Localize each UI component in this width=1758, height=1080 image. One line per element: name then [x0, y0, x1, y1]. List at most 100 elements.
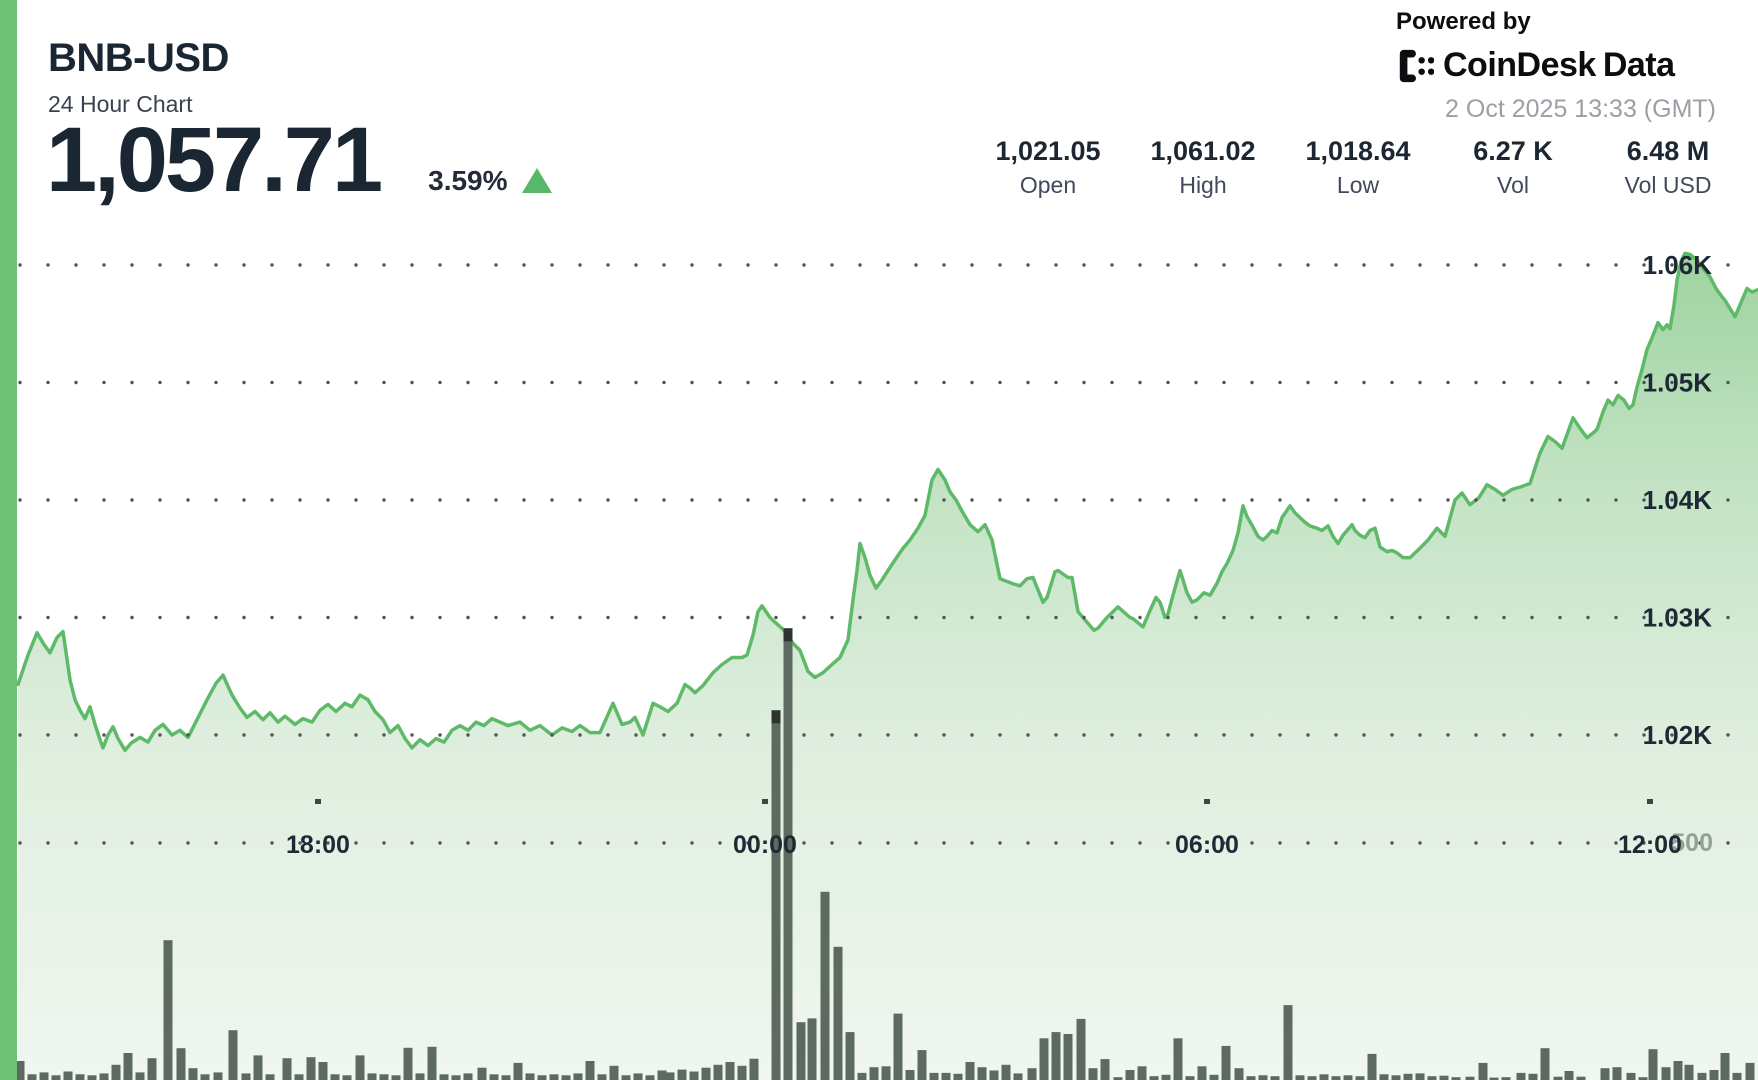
- volume-bar: [701, 1067, 711, 1080]
- gridline-dot: [1166, 263, 1170, 267]
- gridline-dot: [1726, 498, 1730, 502]
- gridline-dot: [1026, 498, 1030, 502]
- gridline-dot: [1446, 615, 1450, 620]
- volume-bar: [989, 1070, 999, 1080]
- gridline-dot: [522, 380, 526, 385]
- volume-bar: [330, 1074, 340, 1080]
- gridline-dot: [438, 498, 442, 502]
- gridline-dot: [1614, 498, 1618, 502]
- gridline-dot: [1418, 263, 1422, 267]
- gridline-dot: [1110, 380, 1114, 385]
- gridline-dot: [1474, 263, 1478, 267]
- gridline-dot: [1670, 615, 1674, 620]
- page-title: BNB-USD: [48, 36, 229, 80]
- gridline-dot: [690, 841, 694, 845]
- gridline-dot: [606, 498, 610, 502]
- gridline-dot: [1558, 380, 1562, 385]
- volume-bar: [783, 628, 793, 1080]
- gridline-dot: [858, 733, 862, 737]
- gridline-dot: [494, 380, 498, 385]
- volume-bar: [796, 1022, 806, 1080]
- gridline-dot: [1586, 733, 1590, 737]
- gridline-dot: [438, 380, 442, 385]
- gridline-dot: [1390, 733, 1394, 737]
- gridline-dot: [1306, 498, 1310, 502]
- gridline-dot: [1418, 380, 1422, 385]
- gridline-dot: [662, 615, 666, 620]
- gridline-dot: [1054, 498, 1058, 502]
- gridline-dot: [410, 615, 414, 620]
- gridline-dot: [74, 498, 78, 502]
- volume-bar: [1246, 1076, 1256, 1080]
- gridline-dot: [830, 841, 834, 845]
- gridline-dot: [354, 380, 358, 385]
- gridline-dot: [214, 733, 218, 737]
- gridline-dot: [1586, 380, 1590, 385]
- gridline-dot: [494, 733, 498, 737]
- gridline-dot: [802, 733, 806, 737]
- gridline-dot: [382, 841, 386, 845]
- gridline-dot: [830, 733, 834, 737]
- gridline-dot: [858, 615, 862, 620]
- gridline-dot: [1474, 733, 1478, 737]
- gridline-dot: [242, 841, 246, 845]
- gridline-dot: [886, 380, 890, 385]
- gridline-dot: [438, 263, 442, 267]
- volume-bar: [282, 1058, 292, 1080]
- gridline-dot: [1698, 733, 1702, 737]
- volume-bar: [1258, 1075, 1268, 1080]
- gridline-dot: [718, 263, 722, 267]
- gridline-dot: [354, 498, 358, 502]
- gridline-dot: [1054, 263, 1058, 267]
- volume-bar: [833, 946, 843, 1080]
- x-tick-mark: [762, 799, 768, 804]
- left-accent-bar: [0, 0, 17, 1080]
- gridline-dot: [18, 615, 22, 620]
- gridline-dot: [970, 263, 974, 267]
- coindesk-mark-icon: [1399, 49, 1434, 82]
- gridline-dot: [158, 615, 162, 620]
- volume-bar: [1039, 1038, 1049, 1080]
- gridline-dot: [102, 733, 106, 737]
- gridline-dot: [522, 733, 526, 737]
- price-line: [16, 251, 1758, 753]
- gridline-dot: [886, 263, 890, 267]
- volume-bar: [1197, 1066, 1207, 1080]
- gridline-dot: [1362, 498, 1366, 502]
- volume-bar: [537, 1075, 547, 1080]
- gridline-dot: [74, 380, 78, 385]
- gridline-dot: [1306, 615, 1310, 620]
- stats-row: 1,021.05 Open 1,061.02 High 1,018.64 Low…: [0, 136, 1758, 206]
- volume-bar: [111, 1064, 121, 1080]
- gridline-dot: [382, 263, 386, 267]
- volume-bar: [1673, 1061, 1683, 1080]
- gridline-dot: [1194, 841, 1198, 845]
- gridline-dot: [382, 615, 386, 620]
- volume-bar: [451, 1075, 461, 1080]
- gridline-dot: [1390, 615, 1394, 620]
- volume-bar: [1626, 1072, 1636, 1080]
- volume-bar: [135, 1072, 145, 1080]
- volume-bar: [737, 1065, 747, 1080]
- gridline-dot: [942, 263, 946, 267]
- gridline-dot: [1474, 380, 1478, 385]
- gridline-dot: [1054, 841, 1058, 845]
- volume-bar: [1528, 1073, 1538, 1080]
- gridline-dot: [1082, 615, 1086, 620]
- gridline-dot: [914, 263, 918, 267]
- gridline-dot: [1054, 733, 1058, 737]
- volume-bar: [1013, 1073, 1023, 1080]
- gridline-dot: [774, 263, 778, 267]
- gridline-dot: [1502, 733, 1506, 737]
- gridline-dot: [830, 498, 834, 502]
- gridline-dot: [914, 498, 918, 502]
- gridline-dot: [1082, 263, 1086, 267]
- volume-bar: [75, 1074, 85, 1080]
- gridline-dot: [1082, 498, 1086, 502]
- x-tick-mark: [315, 799, 321, 804]
- volume-bar: [51, 1075, 61, 1080]
- gridline-dot: [578, 263, 582, 267]
- volume-bar: [1415, 1073, 1425, 1080]
- gridline-dot: [18, 263, 22, 267]
